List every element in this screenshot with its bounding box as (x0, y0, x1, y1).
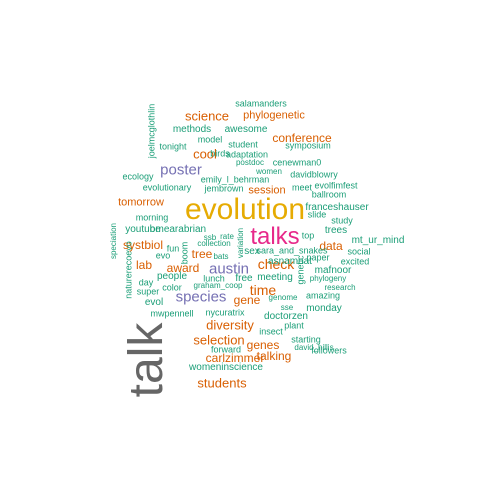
word-student: student (228, 139, 258, 150)
word-systbiol: systbiol (122, 238, 164, 252)
word-science: science (184, 108, 230, 124)
word-boom: boom (179, 241, 190, 265)
word-rate: rate (220, 232, 234, 241)
word-evolfimfest: evolfimfest (314, 180, 358, 191)
word-franceshauser: franceshauser (305, 202, 369, 213)
word-doctorzen: doctorzen (264, 311, 308, 322)
word-sse: sse (280, 303, 294, 312)
word-plant: plant (284, 320, 304, 331)
word-symposium: symposium (285, 140, 331, 151)
word-genes: genes (246, 338, 280, 352)
word-fun: fun (166, 243, 180, 254)
word-genome: genome (268, 293, 298, 302)
word-evolution: evolution (184, 193, 306, 226)
word-talk: talk (120, 322, 173, 398)
word-women: women (256, 167, 282, 176)
word-birds: birds (210, 148, 230, 159)
word-womeninscience: womeninscience (189, 362, 263, 373)
word-emily-l-behrman: emily_l_behrman (200, 174, 270, 185)
word-davidblowry: davidblowry (290, 169, 338, 180)
word-lab: lab (135, 258, 153, 272)
word-speciation: speciation (109, 222, 118, 260)
word-paper: paper (306, 252, 330, 263)
word-joelmcglothlin: joelmcglothlin (146, 103, 157, 159)
word-talking: talking (256, 349, 292, 363)
word-sex: sex (244, 246, 260, 257)
word-jembrown: jembrown (204, 183, 244, 194)
word-nycuratrix: nycuratrix (205, 307, 245, 318)
word-people: people (156, 271, 188, 282)
word-phylogeny: phylogeny (309, 274, 347, 283)
word-excited: excited (340, 256, 370, 267)
word-check: check (257, 256, 295, 272)
word-asnamnat: asnamnat (268, 256, 312, 267)
word-top: top (301, 230, 315, 241)
word-starting: starting (291, 334, 321, 345)
word-salamanders: salamanders (235, 98, 287, 109)
word-color: color (162, 282, 182, 293)
word-free: free (235, 273, 253, 284)
word-mafnoor: mafnoor (314, 265, 352, 276)
word-adaptation: adaptation (225, 149, 269, 160)
word-award: award (166, 261, 200, 275)
word-meet: meet (291, 182, 313, 193)
word-study: study (331, 215, 353, 226)
word-selection: selection (193, 332, 245, 348)
word-ssb: ssb (203, 233, 217, 242)
word-cool: cool (193, 146, 217, 162)
word-amazing: amazing (305, 290, 341, 301)
word-talks: talks (250, 223, 300, 250)
word-cenewman0: cenewman0 (272, 157, 322, 168)
word-carlzimmer: carlzimmer (205, 351, 265, 365)
word-phylogenetic: phylogenetic (243, 109, 305, 122)
word-day: day (138, 277, 154, 288)
word-data: data (319, 239, 343, 253)
word-morning: morning (135, 212, 169, 223)
word-poster: poster (160, 161, 202, 179)
word-omearabrian: omearabrian (149, 224, 207, 235)
word-tomorrow: tomorrow (118, 196, 164, 209)
word-graham-coop: graham_coop (193, 281, 243, 290)
word-methods: methods (172, 124, 212, 135)
word-david-hillis: david_hillis (294, 343, 334, 352)
word-tree: tree (191, 247, 213, 261)
word-conference: conference (272, 131, 332, 145)
word-evo: evo (155, 250, 171, 261)
word-naturerecoevo: naturerecoevo (123, 241, 134, 299)
word-postdoc: postdoc (235, 158, 265, 167)
word-collection: collection (197, 239, 231, 248)
word-time: time (249, 282, 277, 298)
word-sara-and-snakes: sara_and_snakes (256, 245, 328, 256)
word-lunch: lunch (203, 273, 225, 284)
word-mwpennell: mwpennell (150, 308, 194, 319)
word-youtube: youtube (125, 224, 161, 235)
word-slide: slide (307, 209, 327, 220)
word-followers: followers (311, 345, 347, 356)
word-ecology: ecology (122, 171, 154, 182)
word-species: species (175, 288, 227, 306)
word-evolutionary: evolutionary (142, 182, 192, 193)
word-diversity: diversity (206, 317, 254, 333)
word-model: model (197, 134, 223, 145)
word-forward: forward (210, 344, 242, 355)
word-students: students (197, 375, 247, 391)
word-mt-ur-mind: mt_ur_mind (351, 235, 405, 246)
word-trees: trees (324, 225, 348, 236)
word-ballroom: ballroom (311, 189, 347, 200)
word-tonight: tonight (159, 141, 187, 152)
word-session: session (248, 184, 286, 197)
word-super: super (136, 286, 160, 297)
word-social: social (347, 246, 371, 257)
word-genetic: genetic (295, 255, 306, 285)
word-bats: bats (213, 252, 229, 261)
word-austin: austin (208, 260, 250, 278)
word-monday: monday (306, 303, 342, 314)
word-awesome: awesome (224, 124, 268, 135)
word-gene: gene (233, 293, 261, 307)
word-meeting: meeting (257, 272, 293, 283)
word-research: research (324, 283, 356, 292)
word-evol: evol (144, 297, 164, 308)
word-insect: insect (259, 326, 283, 337)
